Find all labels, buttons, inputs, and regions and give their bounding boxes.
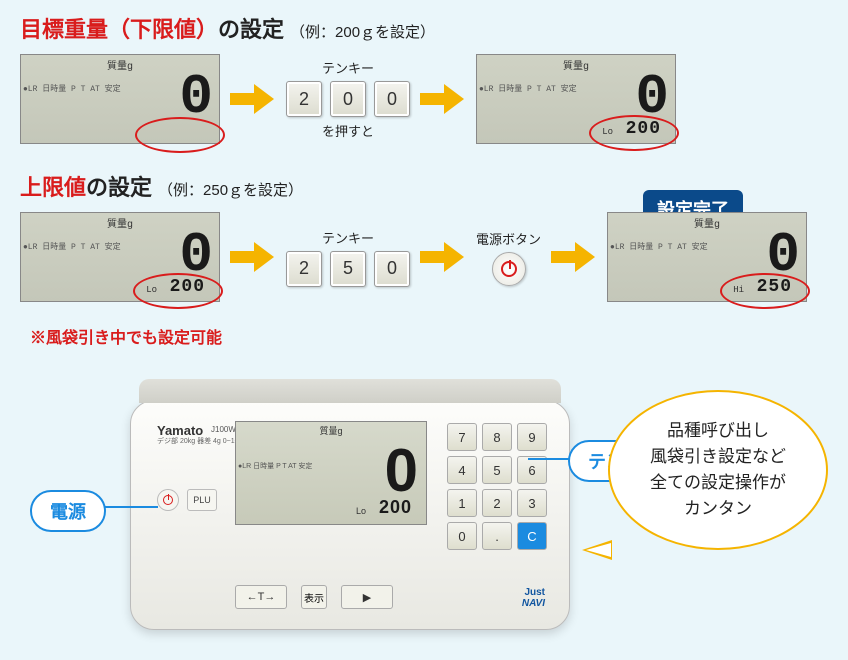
power-icon [163, 495, 173, 505]
callout-tenkey-line [528, 458, 570, 460]
lcd-sub-hi-value: 250 [757, 277, 792, 297]
arrow-icon [230, 84, 276, 114]
section2-title-paren: （例：250ｇを設定） [158, 179, 303, 200]
lcd-left-labels: ●LR 日時量 P T AT 安定 [23, 85, 121, 95]
key-0[interactable]: 0 [374, 81, 410, 117]
device-lcd: 質量g ●LR 日時量 P T AT 安定 0 Lo 200 [235, 421, 427, 525]
keypad-4[interactable]: 4 [447, 456, 477, 484]
tare-note: ※風袋引き中でも設定可能 [0, 310, 848, 348]
section2-sequence: 質量g ●LR 日時量 P T AT 安定 0 Lo 200 テンキー 2 5 … [0, 208, 848, 310]
tenkey-label-bottom: を押すと [322, 121, 374, 140]
section2-title-red: 上限値 [20, 170, 86, 202]
lcd-left-labels: ●LR 日時量 P T AT 安定 [479, 85, 577, 95]
device-arrow-button[interactable]: ▶ [341, 585, 393, 609]
lcd-before-upper: 質量g ●LR 日時量 P T AT 安定 0 Lo 200 [20, 212, 220, 302]
keypad-1[interactable]: 1 [447, 489, 477, 517]
device-display-button[interactable]: 表示 [301, 585, 327, 609]
keypad-clear[interactable]: C [517, 522, 547, 550]
lcd-main-value: 0 [179, 65, 209, 129]
callout-power-line [104, 506, 158, 508]
section1-sequence: 質量g ●LR 日時量 P T AT 安定 0 テンキー 2 0 0 を押すと … [0, 50, 848, 152]
lcd-sub-hi-label: Hi [733, 285, 744, 295]
navi-navi: NAVI [522, 598, 545, 609]
tenkey-label: テンキー [322, 228, 374, 247]
lcd-sub-lo-label: Lo [146, 285, 157, 295]
lcd-sub-lo-value: 200 [379, 497, 412, 518]
tenkey-group-2: テンキー 2 5 0 [286, 228, 410, 287]
lcd-sub-lo-value: 200 [626, 119, 661, 139]
key-5[interactable]: 5 [330, 251, 366, 287]
device-bottom-row: ←T→ 表示 ▶ [235, 585, 393, 609]
speech-bubble: 品種呼び出し 風袋引き設定など 全ての設定操作が カンタン [608, 390, 828, 550]
tenkey-group-1: テンキー 2 0 0 を押すと [286, 58, 410, 140]
device-brand: Yamato [157, 423, 203, 438]
device-keypad: 7 8 9 4 5 6 1 2 3 0 . C [447, 423, 547, 550]
device-navi-logo: Just NAVI [522, 587, 545, 609]
lcd-sub-lo-label: Lo [602, 127, 613, 137]
lcd-after-lower: 質量g ●LR 日時量 P T AT 安定 0 Lo 200 [476, 54, 676, 144]
keypad-0[interactable]: 0 [447, 522, 477, 550]
keypad-9[interactable]: 9 [517, 423, 547, 451]
arrow-icon [230, 242, 276, 272]
keypad-dot[interactable]: . [482, 522, 512, 550]
section1-title-red: 目標重量（下限値） [20, 12, 218, 44]
device-model: J100W [211, 425, 236, 434]
lcd-sub-lo-label: Lo [356, 506, 366, 516]
device-tare-button[interactable]: ←T→ [235, 585, 287, 609]
scale-device: Yamato J100W デジ部 20kg 器差 4g 0~10kg ひょう量 … [130, 400, 570, 630]
keypad-8[interactable]: 8 [482, 423, 512, 451]
keypad-2[interactable]: 2 [482, 489, 512, 517]
key-0[interactable]: 0 [374, 251, 410, 287]
device-power-button[interactable] [157, 489, 179, 511]
arrow-icon [420, 242, 466, 272]
arrow-icon [420, 84, 466, 114]
lcd-before-lower: 質量g ●LR 日時量 P T AT 安定 0 [20, 54, 220, 144]
power-icon [501, 261, 517, 277]
tenkey-label-top: テンキー [322, 58, 374, 77]
key-2[interactable]: 2 [286, 81, 322, 117]
section1-title: 目標重量（下限値） の設定 （例：200ｇを設定） [0, 0, 848, 50]
power-button[interactable] [492, 252, 526, 286]
keypad-6[interactable]: 6 [517, 456, 547, 484]
key-0[interactable]: 0 [330, 81, 366, 117]
keypad-5[interactable]: 5 [482, 456, 512, 484]
section1-title-black: の設定 [218, 12, 284, 44]
section2-title-black: の設定 [86, 170, 152, 202]
lcd-main-value: 0 [385, 436, 414, 505]
speech-text: 品種呼び出し 風袋引き設定など 全ての設定操作が カンタン [650, 418, 786, 522]
navi-just: Just [524, 587, 545, 598]
power-button-group: 電源ボタン [476, 229, 541, 286]
lcd-after-upper: 質量g ●LR 日時量 P T AT 安定 0 Hi 250 [607, 212, 807, 302]
lcd-left-labels: ●LR 日時量 P T AT 安定 [23, 243, 121, 253]
device-plu-button[interactable]: PLU [187, 489, 217, 511]
lcd-sub-lo-value: 200 [170, 277, 205, 297]
power-label: 電源ボタン [476, 229, 541, 248]
section1-title-paren: （例：200ｇを設定） [290, 21, 435, 42]
arrow-icon [551, 242, 597, 272]
callout-power: 電源 [30, 490, 106, 532]
key-2[interactable]: 2 [286, 251, 322, 287]
keypad-7[interactable]: 7 [447, 423, 477, 451]
device-tray [139, 379, 561, 403]
keypad-3[interactable]: 3 [517, 489, 547, 517]
lcd-left-labels: ●LR 日時量 P T AT 安定 [238, 462, 312, 472]
speech-tail-icon [582, 540, 612, 560]
lcd-left-labels: ●LR 日時量 P T AT 安定 [610, 243, 708, 253]
